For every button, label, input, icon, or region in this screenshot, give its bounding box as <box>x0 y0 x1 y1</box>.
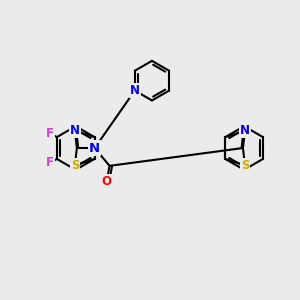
Text: N: N <box>240 124 250 137</box>
Text: N: N <box>130 84 140 97</box>
Text: O: O <box>102 175 112 188</box>
Text: N: N <box>70 124 80 137</box>
Text: N: N <box>89 142 100 154</box>
Text: S: S <box>70 159 79 172</box>
Text: F: F <box>46 156 54 170</box>
Text: S: S <box>241 159 249 172</box>
Text: F: F <box>46 127 54 140</box>
